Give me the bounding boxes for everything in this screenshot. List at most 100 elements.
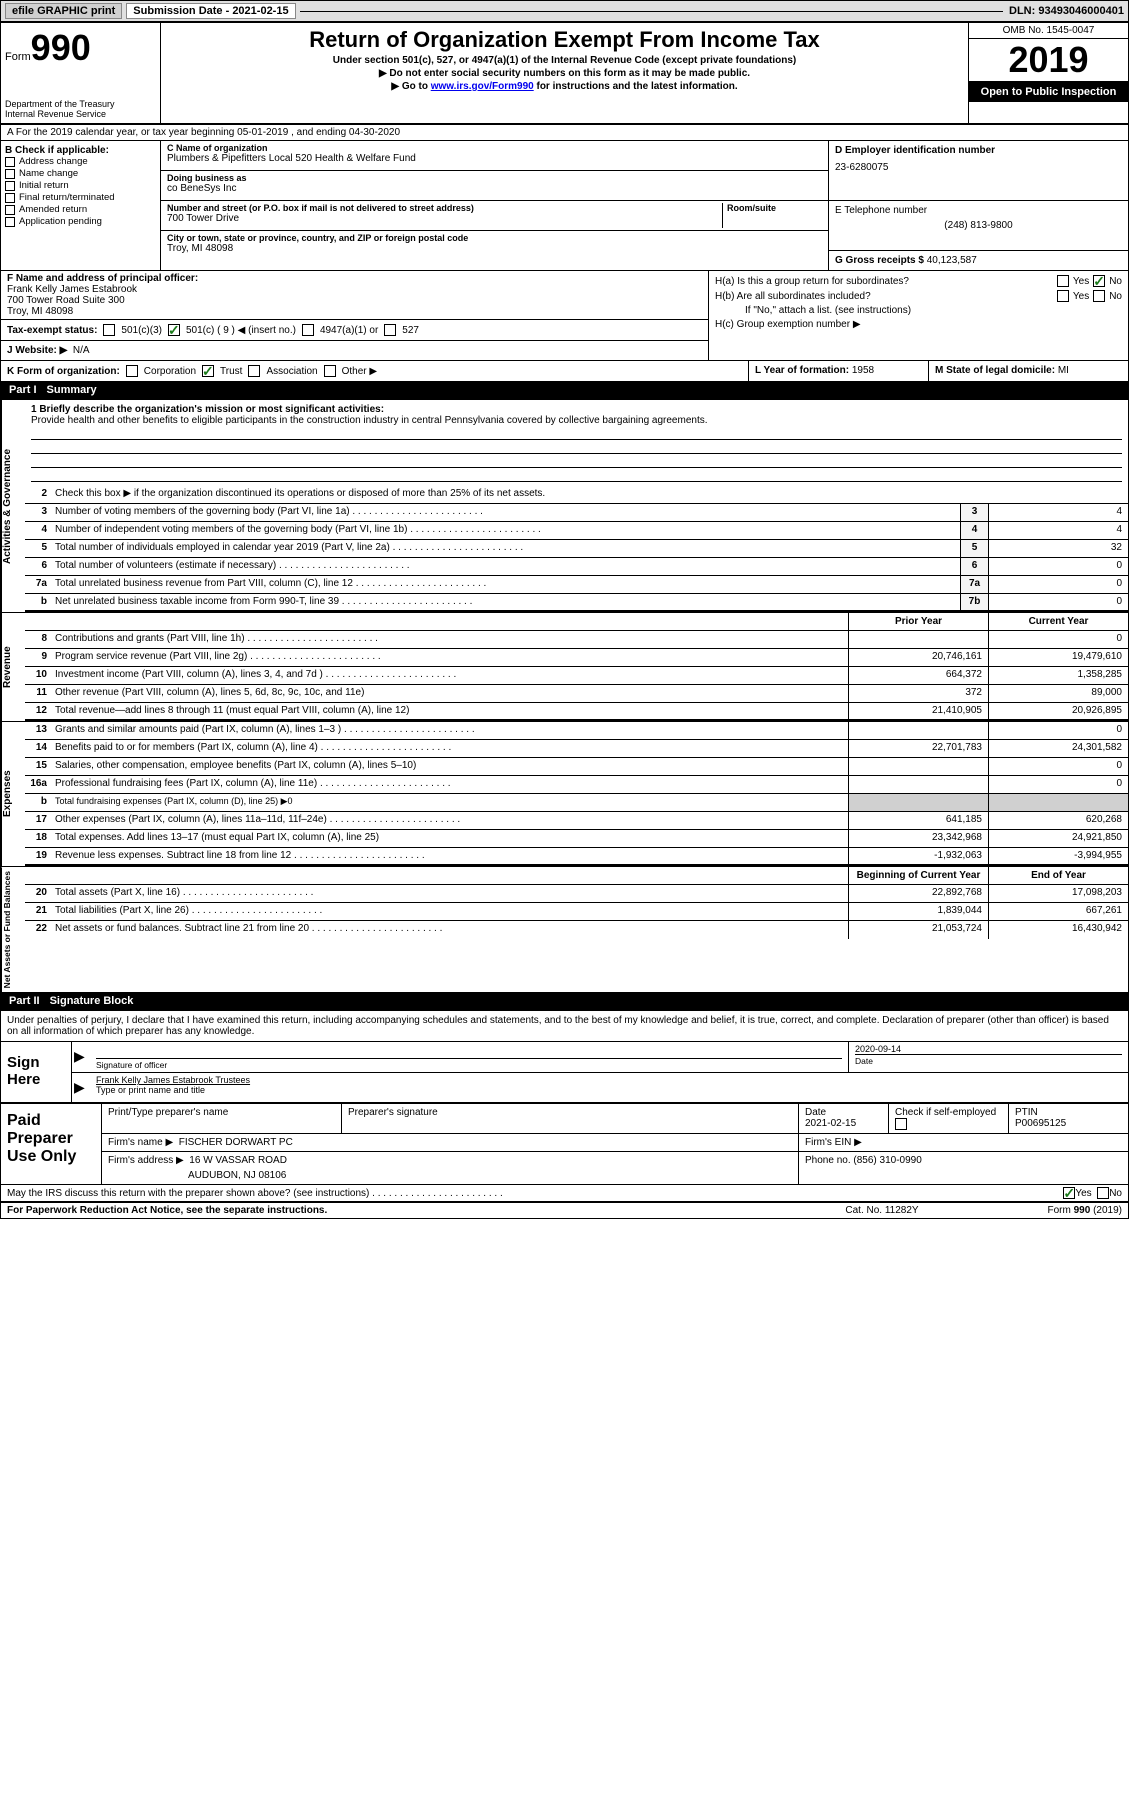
dba-lbl: Doing business as bbox=[167, 173, 822, 183]
addr-cell: Number and street (or P.O. box if mail i… bbox=[161, 201, 828, 231]
sig-officer-cell: Signature of officer bbox=[90, 1042, 848, 1072]
ein-cell: Firm's EIN ▶ bbox=[798, 1134, 1128, 1151]
line-6: 6Total number of volunteers (estimate if… bbox=[25, 558, 1128, 576]
chk-ha-yes[interactable] bbox=[1057, 275, 1069, 287]
line-14: 14Benefits paid to or for members (Part … bbox=[25, 740, 1128, 758]
col-headers-rev: Prior YearCurrent Year bbox=[25, 613, 1128, 631]
chk-527[interactable] bbox=[384, 324, 396, 336]
rule bbox=[31, 468, 1122, 482]
chk-hb-yes[interactable] bbox=[1057, 290, 1069, 302]
k-block: K Form of organization: Corporation Trus… bbox=[1, 361, 748, 381]
chk-other[interactable] bbox=[324, 365, 336, 377]
form-page: Form 990 (2019) bbox=[982, 1205, 1122, 1216]
checkbox-icon bbox=[5, 205, 15, 215]
h-b-note: If "No," attach a list. (see instruction… bbox=[715, 305, 1122, 316]
chk-amended[interactable]: Amended return bbox=[5, 204, 156, 215]
chk-self-emp[interactable] bbox=[895, 1118, 907, 1130]
line-7a: 7aTotal unrelated business revenue from … bbox=[25, 576, 1128, 594]
city-lbl: City or town, state or province, country… bbox=[167, 233, 822, 243]
exp-section: Expenses 13Grants and similar amounts pa… bbox=[1, 721, 1128, 866]
paperwork-notice: For Paperwork Reduction Act Notice, see … bbox=[7, 1205, 782, 1216]
submission-date: Submission Date - 2021-02-15 bbox=[126, 3, 295, 19]
chk-name[interactable]: Name change bbox=[5, 168, 156, 179]
part1-num: Part I bbox=[9, 384, 37, 396]
form-number: Form990 bbox=[5, 27, 156, 69]
line-16b: bTotal fundraising expenses (Part IX, co… bbox=[25, 794, 1128, 812]
form-container: Form990 Department of the Treasury Inter… bbox=[0, 22, 1129, 1219]
line-2: 2Check this box ▶ if the organization di… bbox=[25, 486, 1128, 504]
note2-post: for instructions and the latest informat… bbox=[534, 81, 738, 92]
chk-4947[interactable] bbox=[302, 324, 314, 336]
efile-header: efile GRAPHIC print Submission Date - 20… bbox=[0, 0, 1129, 22]
chk-501c3[interactable] bbox=[103, 324, 115, 336]
prep-ptin-h: PTINP00695125 bbox=[1008, 1104, 1128, 1133]
discuss-text: May the IRS discuss this return with the… bbox=[7, 1188, 1063, 1199]
cat-no: Cat. No. 11282Y bbox=[782, 1205, 982, 1216]
col-b: B Check if applicable: Address change Na… bbox=[1, 141, 161, 270]
chk-initial[interactable]: Initial return bbox=[5, 180, 156, 191]
dln: DLN: 93493046000401 bbox=[1009, 5, 1124, 17]
chk-ha-no[interactable] bbox=[1093, 275, 1105, 287]
chk-discuss-no[interactable] bbox=[1097, 1187, 1109, 1199]
note2-pre: Go to bbox=[402, 81, 431, 92]
rev-section: Revenue Prior YearCurrent Year 8Contribu… bbox=[1, 612, 1128, 721]
chk-pending[interactable]: Application pending bbox=[5, 216, 156, 227]
prep-date-h: Date2021-02-15 bbox=[798, 1104, 888, 1133]
fhij-left: F Name and address of principal officer:… bbox=[1, 271, 708, 360]
row-klm: K Form of organization: Corporation Trus… bbox=[1, 360, 1128, 381]
chk-address[interactable]: Address change bbox=[5, 156, 156, 167]
line-22: 22Net assets or fund balances. Subtract … bbox=[25, 921, 1128, 939]
sig-row-2: ▶ Frank Kelly James Estabrook Trustees T… bbox=[72, 1073, 1128, 1102]
chk-assoc[interactable] bbox=[248, 365, 260, 377]
section-fhij: F Name and address of principal officer:… bbox=[1, 270, 1128, 360]
exp-content: 13Grants and similar amounts paid (Part … bbox=[25, 722, 1128, 866]
mission-lbl: 1 Briefly describe the organization's mi… bbox=[31, 404, 1122, 415]
na-section: Net Assets or Fund Balances Beginning of… bbox=[1, 866, 1128, 992]
chk-trust[interactable] bbox=[202, 365, 214, 377]
rev-content: Prior YearCurrent Year 8Contributions an… bbox=[25, 613, 1128, 721]
line-7b: bNet unrelated business taxable income f… bbox=[25, 594, 1128, 612]
phone: (248) 813-9800 bbox=[835, 220, 1122, 231]
i-lbl: Tax-exempt status: bbox=[7, 325, 97, 336]
checkbox-icon bbox=[5, 169, 15, 179]
j-lbl: J Website: ▶ bbox=[7, 345, 67, 356]
line-17: 17Other expenses (Part IX, column (A), l… bbox=[25, 812, 1128, 830]
chk-final[interactable]: Final return/terminated bbox=[5, 192, 156, 203]
prep-row-addr: Firm's address ▶ 16 W VASSAR ROAD AUDUBO… bbox=[101, 1152, 1128, 1184]
irs-link[interactable]: www.irs.gov/Form990 bbox=[431, 81, 534, 92]
sig-date-cell: 2020-09-14 Date bbox=[848, 1042, 1128, 1072]
chk-discuss-yes[interactable] bbox=[1063, 1187, 1075, 1199]
line-21: 21Total liabilities (Part X, line 26)1,8… bbox=[25, 903, 1128, 921]
part2-header: Part II Signature Block bbox=[1, 992, 1128, 1010]
form-subtitle: Under section 501(c), 527, or 4947(a)(1)… bbox=[165, 55, 964, 66]
chk-hb-no[interactable] bbox=[1093, 290, 1105, 302]
form-990: 990 bbox=[31, 27, 91, 68]
form-title: Return of Organization Exempt From Incom… bbox=[165, 27, 964, 53]
footer-final: For Paperwork Reduction Act Notice, see … bbox=[1, 1201, 1128, 1218]
gross-val: 40,123,587 bbox=[927, 255, 977, 266]
line-12: 12Total revenue—add lines 8 through 11 (… bbox=[25, 703, 1128, 721]
line-3: 3Number of voting members of the governi… bbox=[25, 504, 1128, 522]
i-tax-status: Tax-exempt status: 501(c)(3) 501(c) ( 9 … bbox=[1, 319, 708, 340]
line-4: 4Number of independent voting members of… bbox=[25, 522, 1128, 540]
prep-self-h: Check if self-employed bbox=[888, 1104, 1008, 1133]
efile-btn[interactable]: efile GRAPHIC print bbox=[5, 3, 122, 19]
k-lbl: K Form of organization: bbox=[7, 366, 120, 377]
chk-501c[interactable] bbox=[168, 324, 180, 336]
row-a: A For the 2019 calendar year, or tax yea… bbox=[1, 125, 1128, 141]
line-10: 10Investment income (Part VIII, column (… bbox=[25, 667, 1128, 685]
discuss-row: May the IRS discuss this return with the… bbox=[1, 1184, 1128, 1201]
sig-date: 2020-09-14 bbox=[855, 1044, 1122, 1054]
chk-corp[interactable] bbox=[126, 365, 138, 377]
mission-text: Provide health and other benefits to eli… bbox=[31, 415, 1122, 426]
phone-cell: E Telephone number (248) 813-9800 bbox=[829, 201, 1128, 251]
line-8: 8Contributions and grants (Part VIII, li… bbox=[25, 631, 1128, 649]
addr-lbl: Number and street (or P.O. box if mail i… bbox=[167, 203, 722, 213]
sig-row-1: ▶ Signature of officer 2020-09-14 Date bbox=[72, 1042, 1128, 1073]
ag-section: Activities & Governance 1 Briefly descri… bbox=[1, 399, 1128, 612]
dba-cell: Doing business as co BeneSys Inc bbox=[161, 171, 828, 201]
j-website: J Website: ▶ N/A bbox=[1, 340, 708, 360]
na-content: Beginning of Current YearEnd of Year 20T… bbox=[25, 867, 1128, 992]
h-block: H(a) Is this a group return for subordin… bbox=[708, 271, 1128, 360]
name-lbl: C Name of organization bbox=[167, 143, 822, 153]
